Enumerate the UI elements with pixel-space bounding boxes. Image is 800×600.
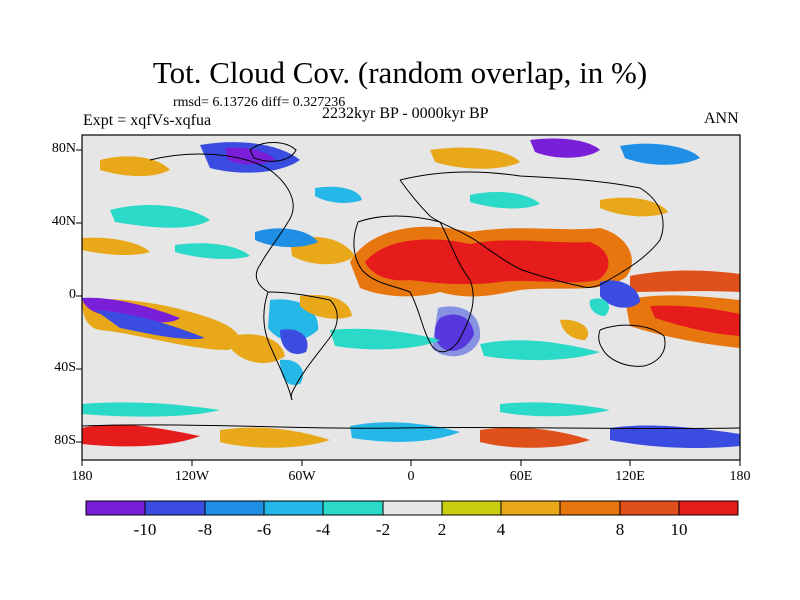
lon-label-180w: 180 [71, 469, 93, 484]
lon-label-0: 0 [407, 469, 415, 484]
experiment-label: Expt = xqfVs-xqfua [83, 112, 212, 129]
colorbar-swatch-11 [678, 500, 739, 516]
colorbar-swatch-4 [263, 500, 324, 516]
colorbar-swatch-8 [500, 500, 561, 516]
lat-label-0: 0 [69, 287, 76, 302]
lat-label-40n: 40N [51, 214, 76, 229]
eurasia-coast [399, 171, 664, 289]
colorbar-label-7: 4 [496, 520, 506, 539]
lat-label-80n: 80N [51, 141, 76, 156]
stats-label: rmsd= 6.13726 diff= 0.327236 [173, 95, 346, 110]
colorbar-swatch-7 [441, 500, 502, 516]
lon-label-180e: 180 [729, 469, 751, 484]
colorbar-label-3: -6 [256, 520, 272, 539]
colorbar-swatch-10 [619, 500, 680, 516]
colorbar-swatch-1 [85, 500, 146, 516]
period-label: 2232kyr BP - 0000kyr BP [322, 105, 489, 122]
lon-label-60e: 60E [509, 469, 533, 484]
lon-label-120e: 120E [615, 469, 645, 484]
lat-label-80s: 80S [54, 433, 76, 448]
colorbar-swatch-2 [144, 500, 206, 516]
colorbar-label-2: -8 [197, 520, 213, 539]
anomaly-field [82, 138, 740, 448]
lat-label-40s: 40S [54, 360, 76, 375]
colorbar-label-4: -4 [315, 520, 331, 539]
coastlines [82, 142, 740, 430]
colorbar-swatch-3 [204, 500, 265, 516]
lon-label-60w: 60W [288, 469, 316, 484]
colorbar-label-9: 10 [670, 520, 688, 539]
colorbar-label-8: 8 [615, 520, 625, 539]
south-america-coast [267, 291, 338, 401]
season-label: ANN [704, 110, 739, 127]
colorbar-label-6: 2 [437, 520, 447, 539]
axis-ticks [76, 149, 741, 466]
lon-label-120w: 120W [174, 469, 210, 484]
colorbar-swatch-6 [382, 500, 443, 516]
colorbar [85, 500, 739, 516]
map-title: Tot. Cloud Cov. (random overlap, in %) [152, 55, 648, 90]
colorbar-swatch-5 [322, 500, 384, 516]
australia-coast [598, 324, 666, 367]
north-america-coast [149, 153, 294, 293]
antarctica-coast [82, 424, 740, 430]
colorbar-swatch-9 [559, 500, 621, 516]
colorbar-label-1: -10 [133, 520, 157, 539]
greenland-coast [249, 142, 297, 162]
colorbar-label-5: -2 [375, 520, 391, 539]
